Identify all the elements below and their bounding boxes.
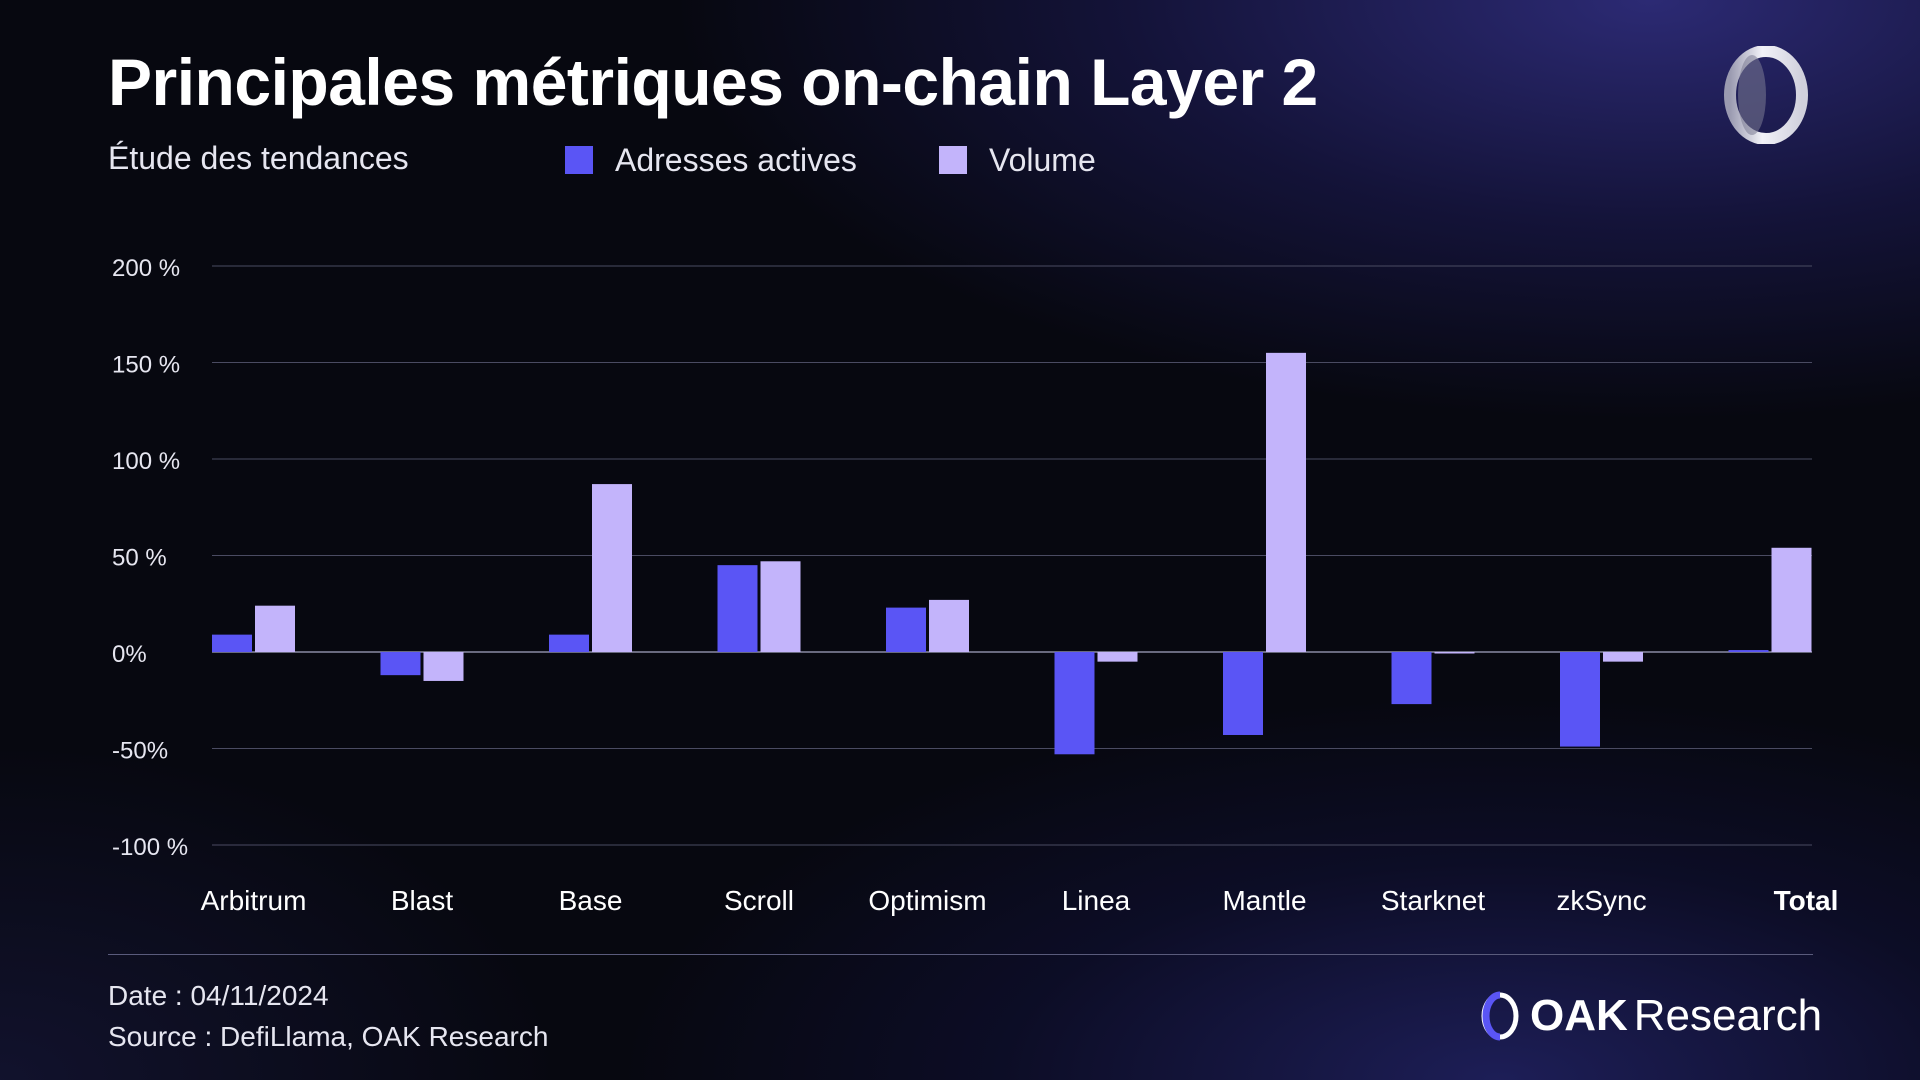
x-tick-label: Mantle <box>1222 885 1306 916</box>
y-tick-label: -100 % <box>112 834 188 861</box>
legend-swatch-volume <box>939 146 967 174</box>
y-tick-label: 100 % <box>112 448 180 475</box>
footer-date: Date : 04/11/2024 <box>108 980 329 1011</box>
y-tick-label: -50% <box>112 738 168 765</box>
x-tick-label: Starknet <box>1381 885 1485 916</box>
x-tick-label: Total <box>1774 885 1839 916</box>
oak-ring-logo-icon <box>1481 991 1519 1041</box>
bar-volume <box>255 605 295 652</box>
legend-label-volume: Volume <box>989 141 1096 178</box>
bar-active-addresses <box>212 634 252 652</box>
x-tick-label: Linea <box>1062 885 1131 916</box>
bar-volume <box>1266 352 1306 652</box>
bar-active-addresses <box>1223 652 1263 735</box>
brand-logo: OAK Research <box>1476 988 1822 1044</box>
x-tick-label: Blast <box>391 885 453 916</box>
chart-title: Principales métriques on-chain Layer 2 <box>108 45 1318 119</box>
chart-subtitle: Étude des tendances <box>108 140 409 176</box>
bar-volume <box>760 561 801 652</box>
footer-divider <box>108 954 1813 955</box>
y-tick-label: 0% <box>112 641 147 668</box>
x-tick-label: zkSync <box>1556 885 1646 916</box>
x-tick-label: Optimism <box>868 885 986 916</box>
bar-active-addresses <box>886 607 926 652</box>
bar-active-addresses <box>380 652 421 676</box>
legend-item-volume: Volume <box>939 140 1096 180</box>
x-tick-label: Arbitrum <box>201 885 307 916</box>
brand-name-light: Research <box>1633 991 1823 1040</box>
bar-active-addresses <box>1391 652 1432 705</box>
x-tick-label: Base <box>559 885 623 916</box>
legend-swatch-active-addresses <box>565 146 593 174</box>
y-tick-label: 200 % <box>112 255 180 282</box>
legend-label-active-addresses: Adresses actives <box>615 141 857 178</box>
legend-item-active-addresses: Adresses actives <box>565 140 857 180</box>
bar-active-addresses <box>717 565 758 652</box>
footer-source: Source : DefiLlama, OAK Research <box>108 1021 549 1052</box>
bar-volume <box>423 652 464 681</box>
bar-active-addresses <box>1560 652 1600 747</box>
bar-active-addresses <box>1054 652 1095 755</box>
bar-volume <box>592 484 632 652</box>
x-tick-label: Scroll <box>724 885 794 916</box>
bar-active-addresses <box>549 634 589 652</box>
bar-active-addresses <box>1728 650 1769 652</box>
y-tick-label: 150 % <box>112 352 180 379</box>
bar-volume <box>1603 652 1643 662</box>
bar-volume <box>929 599 969 652</box>
oak-logo-icon <box>1724 46 1808 144</box>
bar-volume <box>1771 547 1812 652</box>
y-tick-label: 50 % <box>112 545 167 572</box>
brand-name-strong: OAK <box>1530 991 1628 1040</box>
bar-volume <box>1097 652 1138 662</box>
bar-volume <box>1434 652 1475 654</box>
